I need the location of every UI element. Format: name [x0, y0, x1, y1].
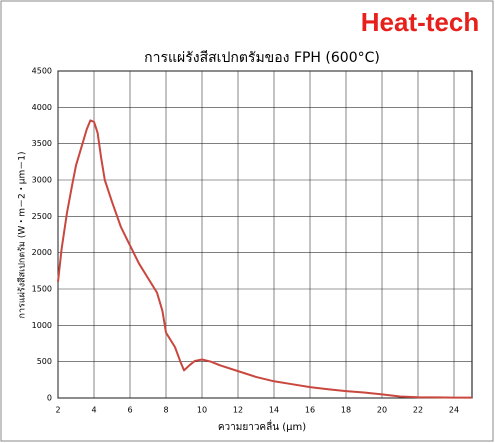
spectrum-line: [57, 119, 472, 399]
y-tick-label: 0: [47, 394, 52, 403]
y-tick-label: 2000: [32, 248, 52, 257]
y-tick-label: 1500: [32, 285, 52, 294]
y-tick-label: 500: [37, 357, 52, 366]
x-tick-label: 20: [377, 406, 387, 415]
x-tick-label: 2: [55, 406, 60, 415]
x-tick-label: 6: [127, 406, 132, 415]
chart-title: การแผ่รังสีสเปกตรัมของ FPH (600°C): [144, 50, 380, 66]
x-tick-label: 22: [413, 406, 423, 415]
y-tick-label: 3000: [32, 176, 52, 185]
x-tick-label: 4: [91, 406, 96, 415]
x-tick-label: 12: [233, 406, 243, 415]
y-tick-label: 4000: [32, 103, 52, 112]
brand: Heat-tech: [361, 7, 479, 37]
y-tick-label: 2500: [32, 212, 52, 221]
y-tick-label: 4500: [32, 67, 52, 76]
x-axis-label: ความยาวคลื่น (μm): [218, 419, 306, 433]
y-tick-label: 3500: [32, 139, 52, 148]
y-tick-label: 1000: [32, 321, 52, 330]
x-tick-label: 16: [305, 406, 315, 415]
x-tick-label: 8: [163, 406, 168, 415]
x-tick-label: 14: [269, 406, 279, 415]
x-tick-label: 18: [341, 406, 351, 415]
x-tick-label: 24: [449, 406, 459, 415]
plot-area: [57, 70, 473, 399]
x-tick-label: 10: [197, 406, 207, 415]
y-axis-label: การแผ่รังสีสเปกตรัม (W・m－2・μm－1): [17, 152, 28, 319]
